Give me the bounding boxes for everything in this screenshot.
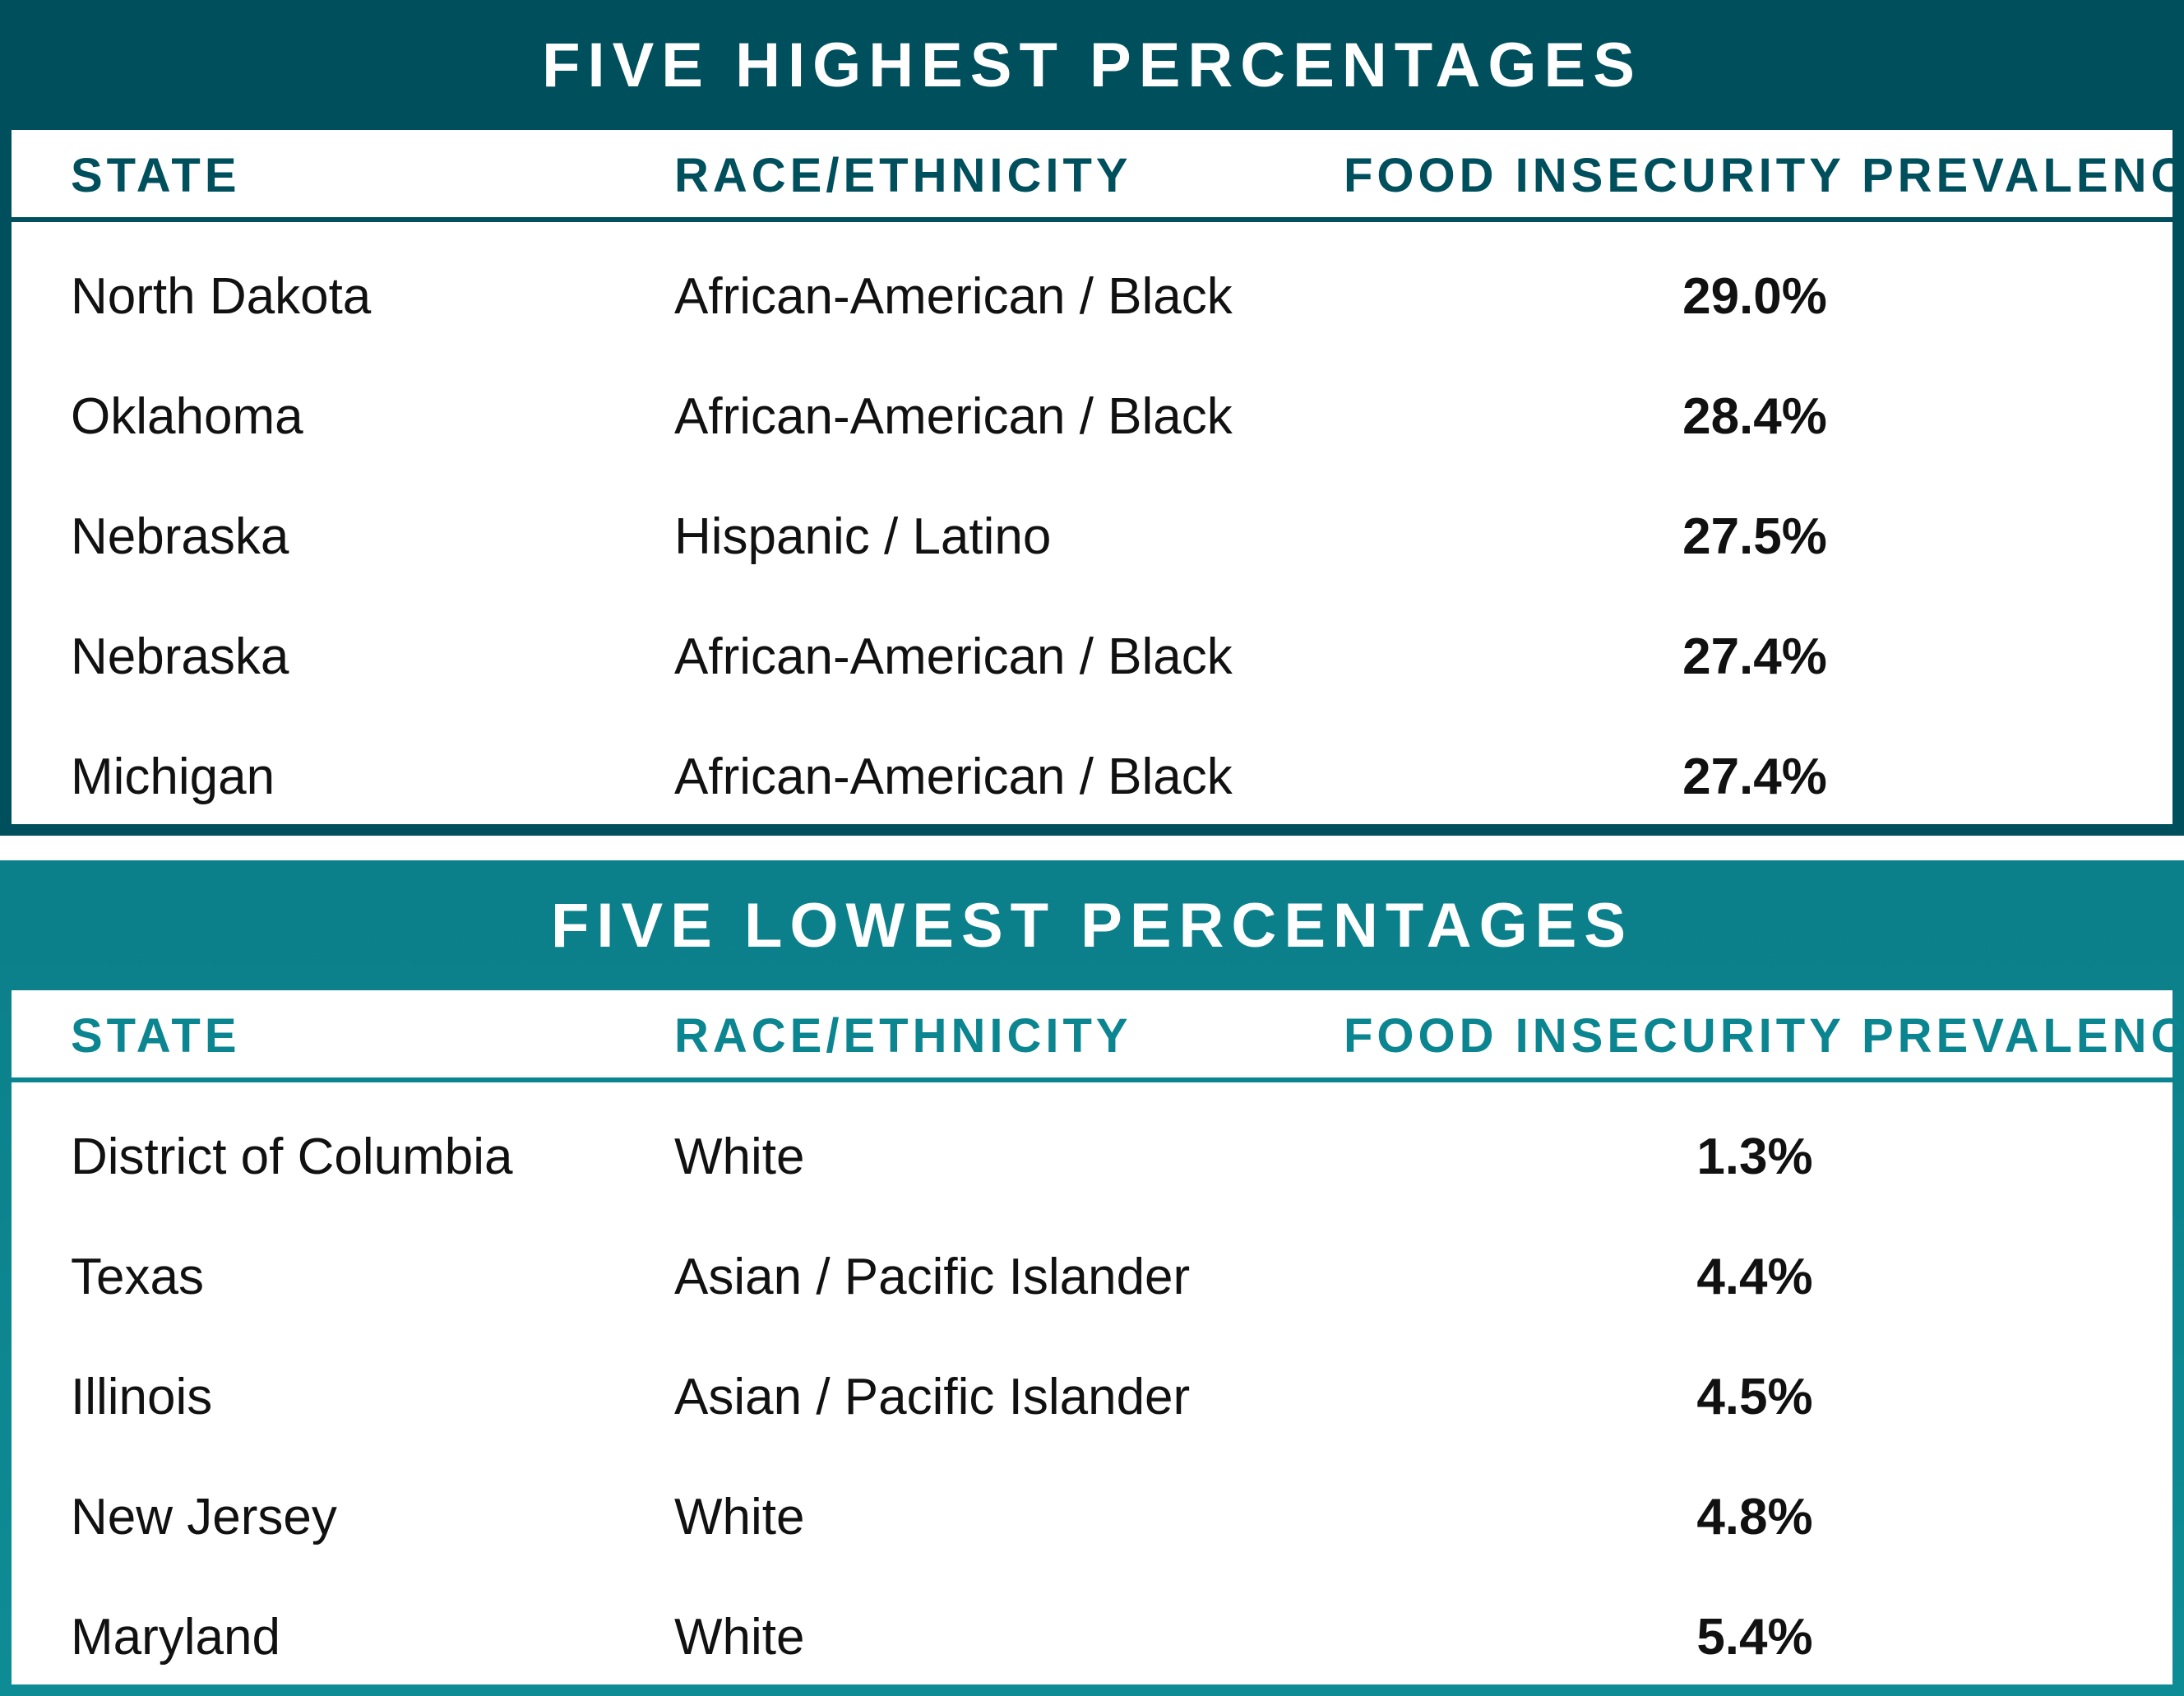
state-cell: New Jersey — [71, 1489, 337, 1545]
header-divider — [12, 1077, 2172, 1082]
header-food-insecurity-prevalence: FOOD INSECURITY PREVALENCE — [1344, 149, 2184, 202]
header-divider — [12, 217, 2172, 222]
table-row: Nebraska Hispanic / Latino 27.5% — [12, 475, 2172, 595]
table-row: Michigan African-American / Black 27.4% — [12, 715, 2172, 835]
race-ethnicity-cell: White — [674, 1609, 805, 1666]
highest-table-header: STATE RACE/ETHNICITY FOOD INSECURITY PRE… — [12, 130, 2184, 217]
state-cell: Illinois — [71, 1369, 213, 1425]
lowest-table-header: STATE RACE/ETHNICITY FOOD INSECURITY PRE… — [12, 990, 2184, 1077]
state-cell: Nebraska — [71, 628, 289, 685]
header-race-ethnicity: RACE/ETHNICITY — [674, 1009, 1132, 1063]
race-ethnicity-cell: African-American / Black — [674, 628, 1233, 685]
state-cell: Oklahoma — [71, 388, 303, 445]
state-cell: North Dakota — [71, 268, 372, 325]
table-row: Maryland White 5.4% — [12, 1575, 2172, 1695]
table-row: North Dakota African-American / Black 29.0… — [12, 234, 2172, 354]
header-state: STATE — [71, 1009, 241, 1063]
race-ethnicity-cell: African-American / Black — [674, 388, 1233, 445]
race-ethnicity-cell: Asian / Pacific Islander — [674, 1369, 1191, 1425]
race-ethnicity-cell: White — [674, 1489, 805, 1545]
race-ethnicity-cell: African-American / Black — [674, 268, 1233, 325]
state-cell: Nebraska — [71, 508, 289, 565]
highest-table: STATE RACE/ETHNICITY FOOD INSECURITY PRE… — [12, 130, 2184, 824]
table-row: District of Columbia White 1.3% — [12, 1095, 2172, 1215]
highest-panel-title: FIVE HIGHEST PERCENTAGES — [542, 30, 1642, 100]
race-ethnicity-cell: Hispanic / Latino — [674, 508, 1052, 565]
prevalence-cell: 29.0% — [1682, 268, 1827, 325]
race-ethnicity-cell: Asian / Pacific Islander — [674, 1249, 1191, 1305]
table-row: Texas Asian / Pacific Islander 4.4% — [12, 1215, 2172, 1335]
prevalence-cell: 4.8% — [1696, 1489, 1813, 1545]
prevalence-cell: 4.4% — [1696, 1249, 1813, 1305]
state-cell: Maryland — [71, 1609, 280, 1666]
race-ethnicity-cell: White — [674, 1128, 805, 1185]
state-cell: District of Columbia — [71, 1128, 513, 1185]
table-row: Oklahoma African-American / Black 28.4% — [12, 354, 2172, 475]
prevalence-cell: 1.3% — [1696, 1128, 1813, 1185]
table-row: New Jersey White 4.8% — [12, 1455, 2172, 1575]
lowest-percentages-panel: FIVE LOWEST PERCENTAGES STATE RACE/ETHNI… — [0, 860, 2184, 1696]
header-race-ethnicity: RACE/ETHNICITY — [674, 149, 1132, 202]
prevalence-cell: 27.4% — [1682, 628, 1827, 685]
lowest-table: STATE RACE/ETHNICITY FOOD INSECURITY PRE… — [12, 990, 2184, 1684]
table-row: Illinois Asian / Pacific Islander 4.5% — [12, 1335, 2172, 1455]
highest-percentages-panel: FIVE HIGHEST PERCENTAGES STATE RACE/ETHN… — [0, 0, 2184, 836]
header-food-insecurity-prevalence: FOOD INSECURITY PREVALENCE — [1344, 1009, 2184, 1063]
lowest-panel-title: FIVE LOWEST PERCENTAGES — [550, 890, 1634, 961]
prevalence-cell: 5.4% — [1696, 1609, 1813, 1666]
prevalence-cell: 4.5% — [1696, 1369, 1813, 1425]
header-state: STATE — [71, 149, 241, 202]
table-row: Nebraska African-American / Black 27.4% — [12, 595, 2172, 715]
race-ethnicity-cell: African-American / Black — [674, 748, 1233, 805]
prevalence-cell: 27.4% — [1682, 748, 1827, 805]
prevalence-cell: 28.4% — [1682, 388, 1827, 445]
state-cell: Michigan — [71, 748, 275, 805]
prevalence-cell: 27.5% — [1682, 508, 1827, 565]
state-cell: Texas — [71, 1249, 204, 1305]
